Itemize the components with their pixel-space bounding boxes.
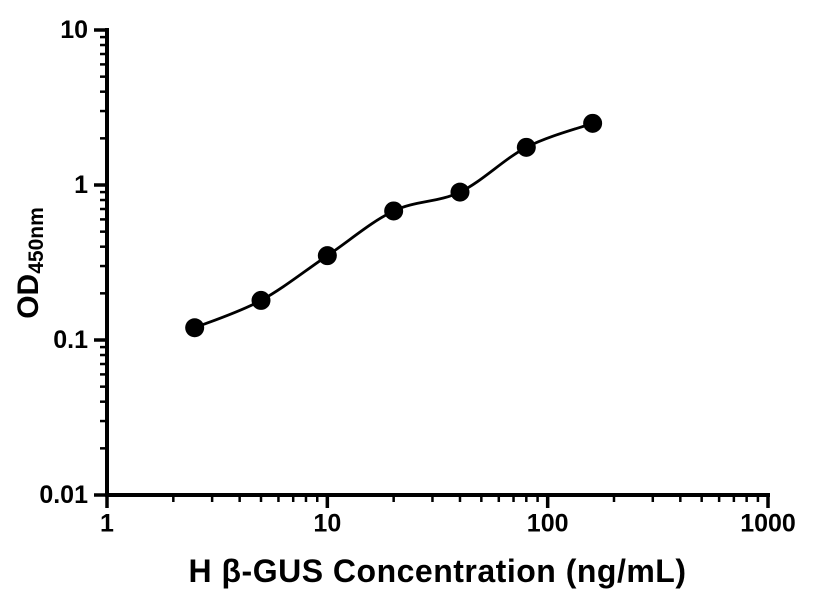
x-tick-label: 10: [313, 510, 341, 538]
y-tick-label: 0.1: [53, 326, 88, 354]
y-axis-title-text: OD450nm: [12, 206, 49, 319]
data-point: [516, 137, 536, 157]
y-axis-title-main: OD: [12, 273, 46, 319]
x-tick-label: 100: [527, 510, 569, 538]
y-axis-title-subscript: 450nm: [25, 206, 49, 274]
y-tick-label: 10: [60, 16, 88, 44]
x-tick-label: 1: [100, 510, 114, 538]
y-tick-label: 1: [74, 171, 88, 199]
data-point: [251, 290, 271, 310]
y-axis-title: OD450nm: [0, 30, 58, 495]
x-tick-label: 1000: [740, 510, 796, 538]
y-tick-label: 0.01: [39, 481, 88, 509]
x-axis-title: H β-GUS Concentration (ng/mL): [188, 553, 687, 589]
data-point: [583, 113, 603, 133]
data-point: [317, 246, 337, 266]
data-point: [384, 201, 404, 221]
data-point: [450, 182, 470, 202]
data-point: [185, 318, 205, 338]
axes-spines: [105, 28, 770, 497]
